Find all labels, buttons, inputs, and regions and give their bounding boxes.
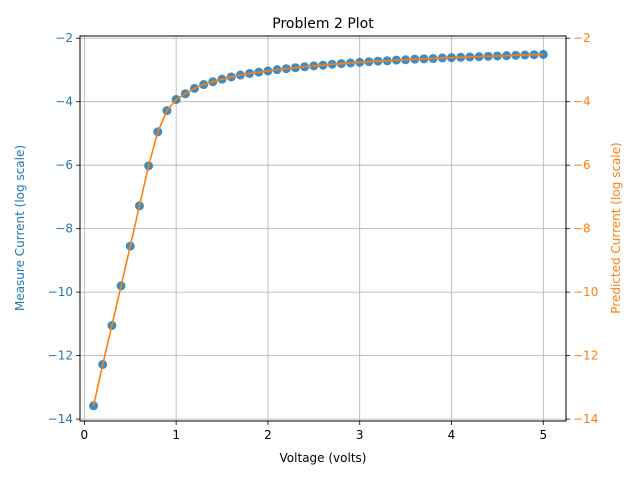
axes: 0 1 2 3 4 5 −14 −14 −12 −12 −10 −10 −8 −8 −6 −6 −4 −4 −2 −2 (48, 31, 599, 442)
y-right-tick-label: −4 (573, 95, 591, 109)
y-right-tick-label: −10 (573, 285, 598, 299)
x-tick-label: 4 (448, 428, 456, 442)
y-left-tick-label: −8 (55, 222, 73, 236)
y-axis-right-label: Predicted Current (log scale) (609, 142, 623, 313)
y-right-tick-label: −2 (573, 31, 591, 45)
y-right-tick-label: −12 (573, 349, 598, 363)
y-left-tick-label: −14 (48, 412, 73, 426)
x-tick-label: 5 (539, 428, 547, 442)
x-axis-label: Voltage (volts) (280, 451, 367, 465)
y-left-tick-label: −4 (55, 95, 73, 109)
y-right-tick-label: −6 (573, 158, 591, 172)
y-right-tick-label: −8 (573, 222, 591, 236)
plot-data (89, 49, 548, 411)
x-tick-label: 2 (264, 428, 272, 442)
y-axis-left-label: Measure Current (log scale) (13, 145, 27, 311)
y-left-tick-label: −6 (55, 158, 73, 172)
grid (80, 36, 566, 421)
x-tick-label: 3 (356, 428, 364, 442)
measured-point (538, 49, 548, 59)
y-left-tick-label: −10 (48, 285, 73, 299)
chart-title: Problem 2 Plot (272, 16, 374, 32)
predicted-line (92, 53, 544, 406)
y-left-tick-label: −2 (55, 31, 73, 45)
x-tick-label: 1 (172, 428, 180, 442)
y-right-tick-label: −14 (573, 412, 598, 426)
x-tick-label: 0 (81, 428, 89, 442)
y-left-tick-label: −12 (48, 349, 73, 363)
